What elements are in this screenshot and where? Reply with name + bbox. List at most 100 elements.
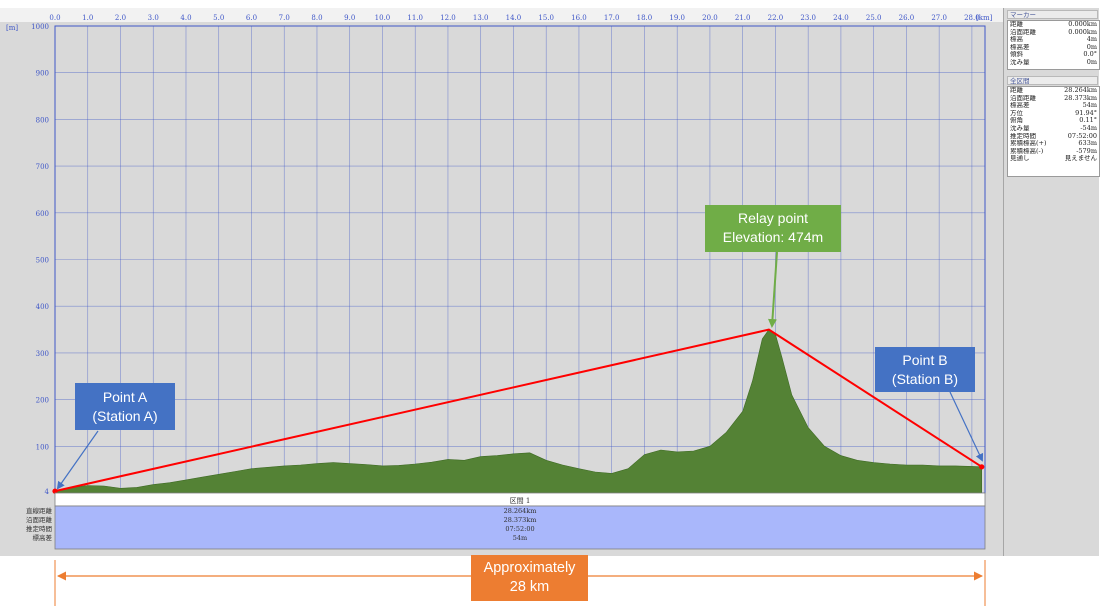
- full-section-value: 0.11°: [1079, 117, 1097, 125]
- full-section-row: 標高差 54m: [1008, 102, 1099, 110]
- y-tick-label: 900: [36, 70, 49, 78]
- point-b-subtitle: (Station B): [891, 371, 959, 387]
- relay-point-elevation: Elevation: 474m: [722, 229, 824, 245]
- x-tick-label: 12.0: [440, 14, 456, 22]
- x-tick-label: 9.0: [344, 14, 355, 22]
- section-band: [54, 505, 986, 550]
- point-a-subtitle: (Station A): [92, 408, 158, 424]
- point-a-title: Point A: [102, 389, 148, 405]
- distance-callout: Approximately 28 km: [471, 555, 588, 601]
- y-tick-label: 400: [36, 303, 49, 311]
- full-section-label: 沿面距離: [1010, 94, 1036, 102]
- y-axis-unit: [m]: [6, 24, 18, 32]
- marker-panel-value: 0.000km: [1068, 21, 1097, 28]
- marker-panel-value: 0.000km: [1068, 28, 1097, 36]
- x-tick-label: 21.0: [735, 14, 751, 22]
- section-label-time: 推定時間: [26, 524, 52, 533]
- relay-pointer: [767, 251, 778, 328]
- marker-panel-label: 標高: [1010, 36, 1023, 44]
- y-tick-label: 1000: [31, 23, 49, 31]
- marker-panel-row: 標高差 0m: [1008, 44, 1099, 52]
- x-tick-label: 2.0: [115, 14, 126, 22]
- relay-point-callout: Relay point Elevation: 474m: [705, 205, 841, 252]
- x-tick-label: 1.0: [82, 14, 93, 22]
- marker-panel-row: 沈み量 0m: [1008, 59, 1099, 67]
- x-tick-label: 25.0: [866, 14, 882, 22]
- section-value-straight: 28.264km: [504, 507, 537, 515]
- section-value-time: 07:52:00: [505, 525, 534, 533]
- full-section-row: 見通し 見えません: [1008, 155, 1099, 163]
- full-section-label: 累積標高(-): [1010, 147, 1044, 155]
- x-tick-label: 19.0: [669, 14, 685, 22]
- marker-panel-title: マーカー: [1007, 10, 1098, 19]
- y-tick-label: 200: [36, 397, 49, 405]
- x-tick-label: 5.0: [213, 14, 224, 22]
- full-section-title: 全区間: [1007, 76, 1098, 85]
- x-axis-unit: [km]: [976, 14, 993, 22]
- x-tick-label: 26.0: [899, 14, 915, 22]
- x-tick-label: 7.0: [279, 14, 290, 22]
- x-tick-label: 23.0: [800, 14, 816, 22]
- full-section-label: 標高差: [1010, 102, 1030, 110]
- x-tick-label: 17.0: [604, 14, 620, 22]
- x-axis-ticks: 0.0 1.0 2.0 3.0 4.0 5.0 6.0 7.0 8.0 9.0 10.0 11.0 12…: [49, 14, 979, 22]
- section-value-surface: 28.373km: [504, 516, 537, 524]
- x-tick-label: 20.0: [702, 14, 718, 22]
- full-section-value: 91.94°: [1075, 109, 1097, 117]
- full-section-row: 距離 28.264km: [1008, 87, 1099, 95]
- y-tick-label: 700: [36, 163, 49, 171]
- full-section-row: 沈み量 -54m: [1008, 125, 1099, 133]
- marker-panel-label: 沈み量: [1010, 58, 1030, 66]
- info-side-panel: マーカー 距離 0.000km 沿面距離 0.000km 標高 4m 標高差 0m 傾斜 0.0°…: [1003, 8, 1100, 556]
- point-a-pointer: [56, 430, 99, 490]
- section-label-surface: 沿面距離: [26, 515, 53, 524]
- full-section-value: -579m: [1076, 147, 1097, 155]
- full-section-label: 沈み量: [1010, 124, 1030, 132]
- marker-panel: 距離 0.000km 沿面距離 0.000km 標高 4m 標高差 0m 傾斜 0.0° 沈み量 0m: [1007, 20, 1100, 70]
- marker-panel-label: 標高差: [1010, 43, 1030, 51]
- marker-panel-row: 傾斜 0.0°: [1008, 51, 1099, 59]
- distance-label: Approximately: [483, 560, 576, 576]
- x-tick-label: 22.0: [768, 14, 784, 22]
- marker-panel-value: 0m: [1086, 43, 1097, 51]
- full-section-label: 距離: [1010, 87, 1023, 94]
- x-tick-label: 4.0: [180, 14, 191, 22]
- full-section-value: 633m: [1078, 140, 1097, 148]
- relay-point-title: Relay point: [737, 210, 809, 226]
- terrain-area: [54, 329, 982, 494]
- point-a-marker[interactable]: [52, 488, 58, 494]
- x-tick-label: 14.0: [506, 14, 522, 22]
- x-tick-label: 27.0: [931, 14, 947, 22]
- marker-panel-row: 標高 4m: [1008, 36, 1099, 44]
- full-section-value: 07:52:00: [1067, 132, 1097, 140]
- x-tick-label: 10.0: [375, 14, 391, 22]
- full-section-label: 推定時間: [1010, 132, 1036, 140]
- line-of-sight: [54, 328, 983, 493]
- x-tick-label: 0.0: [49, 14, 60, 22]
- marker-panel-row: 距離 0.000km: [1008, 21, 1099, 29]
- full-section-value: 見えません: [1064, 155, 1097, 163]
- full-section-row: 方位 91.94°: [1008, 110, 1099, 118]
- marker-panel-label: 沿面距離: [1010, 28, 1036, 36]
- point-b-title: Point B: [902, 352, 948, 368]
- x-tick-label: 11.0: [407, 14, 423, 22]
- marker-panel-label: 距離: [1010, 21, 1023, 28]
- x-tick-label: 3.0: [148, 14, 159, 22]
- point-b-marker[interactable]: [979, 464, 985, 470]
- full-section-label: 俯角: [1010, 117, 1023, 125]
- full-section-label: 見通し: [1010, 155, 1030, 163]
- x-tick-label: 24.0: [833, 14, 849, 22]
- y-tick-label: 500: [36, 257, 49, 265]
- full-section-row: 沿面距離 28.373km: [1008, 95, 1099, 103]
- section-label-straight: 直線距離: [26, 506, 53, 515]
- y-tick-label: 300: [36, 350, 49, 358]
- point-a-callout: Point A (Station A): [75, 383, 175, 430]
- full-section-label: 累積標高(+): [1010, 140, 1047, 148]
- full-section-label: 方位: [1010, 109, 1023, 117]
- full-section-row: 累積標高(-) -579m: [1008, 148, 1099, 156]
- full-section-value: 28.373km: [1064, 94, 1097, 102]
- x-tick-label: 16.0: [571, 14, 587, 22]
- full-section-value: 54m: [1082, 102, 1097, 110]
- section-header: 区間 1: [510, 497, 531, 505]
